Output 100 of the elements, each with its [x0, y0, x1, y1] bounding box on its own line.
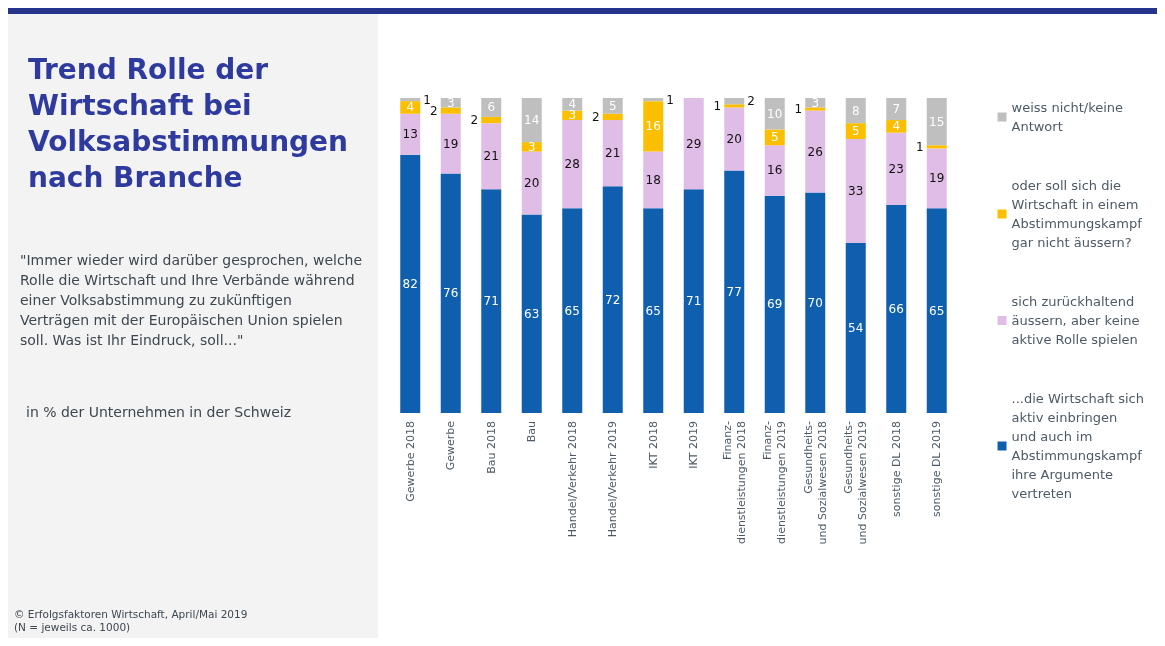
bar [764, 145, 785, 196]
x-tick-label: Bau [525, 421, 539, 443]
bar [886, 205, 907, 413]
data-label: 1 [423, 92, 431, 107]
data-label: 70 [807, 295, 823, 310]
bar [521, 151, 542, 215]
bar [683, 189, 704, 413]
data-label: 71 [483, 294, 499, 309]
data-label: 6 [487, 100, 496, 115]
legend-label: oder soll sich die Wirtschaft in einem Abstimmungskampf gar nicht äussern? [1011, 178, 1143, 250]
bar [521, 98, 542, 143]
bar [481, 189, 502, 413]
data-label: 20 [524, 176, 540, 191]
data-label: 1 [666, 92, 674, 107]
data-label: 3 [568, 108, 577, 123]
data-label: 8 [851, 103, 860, 118]
bar [845, 138, 866, 243]
data-label: 2 [470, 113, 479, 128]
bar [764, 195, 785, 413]
bar [724, 98, 745, 105]
bar [724, 107, 745, 171]
data-label: 3 [811, 95, 820, 110]
x-tick-label: Gewerbe 2018 [403, 421, 417, 502]
bar [724, 104, 745, 108]
x-tick-label: Handel/Verkehr 2019 [606, 421, 620, 538]
bar [521, 214, 542, 413]
data-label: 2 [592, 109, 600, 124]
data-label: 69 [767, 297, 783, 312]
data-label: 2 [430, 103, 438, 118]
x-tick-label: IKT 2019 [687, 421, 701, 469]
text: "Immer wieder wird darüber gesprochen, welche Rolle die Wirtschaft und Ihre Verbände während einer Volksabstimmung zu zukünftigen Verträgen mit der Europäischen Union spielen soll. Was ist Ihr Eindruck, soll..." [20, 251, 364, 350]
bar [602, 120, 623, 187]
text: in % der Unternehmen in der Schweiz [26, 404, 292, 420]
data-label: 16 [767, 163, 783, 178]
bar [400, 154, 421, 413]
x-tick-label: Bau 2018 [484, 421, 498, 474]
bar [764, 98, 785, 130]
data-label: 26 [807, 144, 823, 159]
data-label: 21 [605, 146, 621, 161]
data-label: 5 [608, 98, 617, 113]
bar [926, 148, 947, 209]
data-label: 16 [645, 119, 661, 134]
data-label: 29 [686, 136, 702, 151]
data-label: 14 [524, 113, 540, 128]
bar [805, 107, 826, 111]
bar [400, 98, 421, 102]
data-label: 76 [443, 286, 459, 301]
x-tick-label: IKT 2018 [646, 421, 660, 469]
text: (N = jeweils ca. 1000) [14, 621, 132, 634]
data-label: 65 [929, 303, 945, 318]
bar [643, 151, 664, 209]
bar [440, 113, 461, 174]
bar [845, 242, 866, 413]
data-label: 5 [851, 124, 860, 139]
data-label: 1 [794, 102, 803, 117]
x-tick-label: sonstige DL 2019 [930, 421, 944, 517]
bar [400, 113, 421, 155]
data-label: 66 [888, 302, 904, 317]
bar [724, 170, 745, 413]
data-label: 7 [892, 102, 901, 117]
data-label: 63 [524, 306, 540, 321]
data-label: 82 [402, 276, 418, 291]
data-label: 20 [726, 131, 742, 146]
data-label: 15 [929, 114, 945, 129]
bar [886, 98, 907, 121]
bar [562, 120, 583, 209]
bar [602, 186, 623, 413]
bar [683, 98, 704, 190]
data-label: 18 [645, 172, 661, 187]
data-label: 3 [446, 95, 455, 110]
text: © Erfolgsfaktoren Wirtschaft, April/Mai 2019 [14, 608, 248, 621]
bar [643, 101, 664, 152]
data-label: 65 [645, 303, 661, 318]
bar [926, 98, 947, 146]
data-label: 28 [564, 157, 580, 172]
data-label: 33 [848, 183, 864, 198]
x-tick-label: Gewerbe [444, 420, 458, 471]
data-label: 72 [605, 292, 621, 307]
bar [643, 98, 664, 102]
chart-title: Trend Rolle der Wirtschaft bei Volksabstimmungen nach Branche [28, 52, 350, 196]
legend-label: ...die Wirtschaft sich aktiv einbringen und auch im Abstimmungskampf ihre Argumente vertreten [1011, 391, 1145, 501]
x-tick-label: Handel/Verkehr 2018 [565, 421, 579, 538]
bar [562, 208, 583, 413]
data-label: 54 [848, 320, 864, 335]
bar [643, 208, 664, 413]
bar [440, 107, 461, 114]
data-label: 1 [916, 139, 924, 154]
bar [481, 123, 502, 190]
x-tick-label: sonstige DL 2018 [889, 421, 903, 517]
x-tick-label: Finanz- dienstleistungen 2018 [720, 420, 748, 544]
bar [926, 208, 947, 413]
data-label: 77 [726, 284, 742, 299]
data-label: 71 [686, 294, 702, 309]
data-label: 23 [888, 161, 904, 176]
bar [481, 116, 502, 124]
bar [805, 110, 826, 193]
legend-label: sich zurückhaltend äussern, aber keine aktive Rolle spielen [1011, 294, 1140, 347]
bar [926, 145, 947, 149]
bar [602, 98, 623, 114]
data-label: 19 [929, 171, 945, 186]
